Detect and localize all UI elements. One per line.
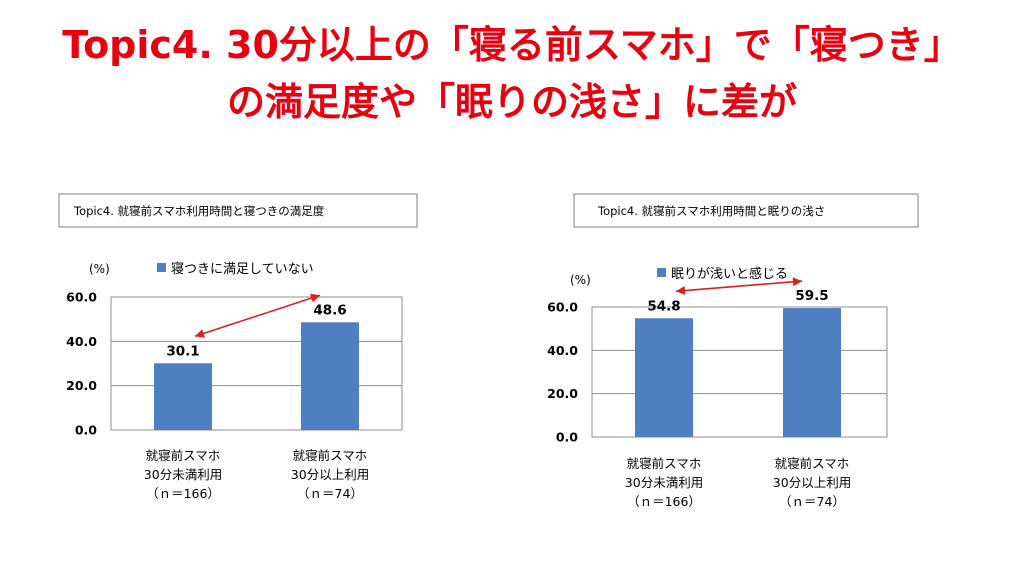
y-ticks: 60.0 40.0 20.0 0.0	[66, 290, 97, 438]
arrow-shaft	[675, 280, 803, 293]
arrow-shaft	[194, 294, 321, 338]
category-label: （ｎ＝74）	[779, 494, 845, 509]
bar-value-label: 54.8	[647, 298, 680, 314]
bar	[635, 318, 693, 437]
y-tick-label: 20.0	[547, 386, 578, 401]
plot-frame	[110, 296, 403, 431]
bars	[154, 322, 359, 430]
chart-sleep-onset-satisfaction: Topic4. 就寝前スマホ利用時間と寝つきの満足度 (%) 寝つきに満足してい…	[58, 193, 418, 501]
comparison-arrow	[675, 277, 803, 296]
chart-title-box	[58, 193, 418, 228]
category-labels: 就寝前スマホ 30分未満利用 （ｎ＝166） 就寝前スマホ 30分以上利用 （ｎ＝74）	[144, 448, 369, 501]
bar-value-label: 30.1	[166, 343, 199, 359]
category-label: 就寝前スマホ	[146, 448, 221, 463]
legend-label: 眠りが浅いと感じる	[671, 266, 788, 282]
y-tick-label: 60.0	[547, 300, 578, 315]
y-tick-label: 40.0	[66, 334, 97, 349]
legend-swatch	[157, 263, 166, 272]
y-tick-label: 20.0	[66, 378, 97, 393]
bar	[301, 322, 359, 430]
headline-line-2: の満足度や「眠りの浅さ」に差が	[226, 80, 797, 124]
category-label: （ｎ＝166）	[146, 486, 220, 501]
value-labels: 54.8 59.5	[647, 288, 828, 314]
category-label: 就寝前スマホ	[627, 456, 702, 471]
headline-line-1: Topic4. 30分以上の「寝る前スマホ」で「寝つき」	[62, 23, 962, 67]
bar-value-label: 59.5	[795, 288, 828, 304]
chart-title: Topic4. 就寝前スマホ利用時間と寝つきの満足度	[73, 204, 325, 218]
y-tick-label: 0.0	[75, 423, 97, 438]
category-label: （ｎ＝166）	[627, 494, 701, 509]
chart-title-box	[573, 193, 919, 228]
legend-label: 寝つきに満足していない	[171, 261, 314, 277]
legend-swatch	[657, 268, 666, 277]
category-label: 30分以上利用	[291, 467, 369, 482]
category-label: 30分以上利用	[773, 475, 851, 490]
category-labels: 就寝前スマホ 30分未満利用 （ｎ＝166） 就寝前スマホ 30分以上利用 （ｎ＝74）	[625, 456, 851, 509]
y-axis-unit: (%)	[570, 273, 591, 287]
arrow-head	[310, 293, 320, 303]
category-label: （ｎ＝74）	[297, 486, 363, 501]
comparison-arrow	[194, 293, 321, 338]
chart-shallow-sleep: Topic4. 就寝前スマホ利用時間と眠りの浅さ (%) 眠りが浅いと感じる 6…	[547, 193, 919, 509]
plot-frame	[591, 306, 888, 438]
bar	[154, 363, 212, 430]
y-axis-unit: (%)	[89, 262, 110, 276]
y-tick-label: 60.0	[66, 290, 97, 305]
category-label: 就寝前スマホ	[293, 448, 368, 463]
category-label: 30分未満利用	[625, 475, 703, 490]
category-label: 就寝前スマホ	[775, 456, 850, 471]
chart-title: Topic4. 就寝前スマホ利用時間と眠りの浅さ	[597, 204, 825, 218]
bar-value-label: 48.6	[313, 302, 346, 318]
arrow-head	[676, 286, 686, 296]
bar	[783, 308, 841, 437]
y-ticks: 60.0 40.0 20.0 0.0	[547, 300, 578, 445]
category-label: 30分未満利用	[144, 467, 222, 482]
bars	[635, 308, 841, 437]
arrow-head	[792, 277, 802, 287]
value-labels: 30.1 48.6	[166, 302, 346, 359]
arrow-head	[195, 329, 205, 338]
y-tick-label: 40.0	[547, 343, 578, 358]
y-tick-label: 0.0	[556, 430, 578, 445]
